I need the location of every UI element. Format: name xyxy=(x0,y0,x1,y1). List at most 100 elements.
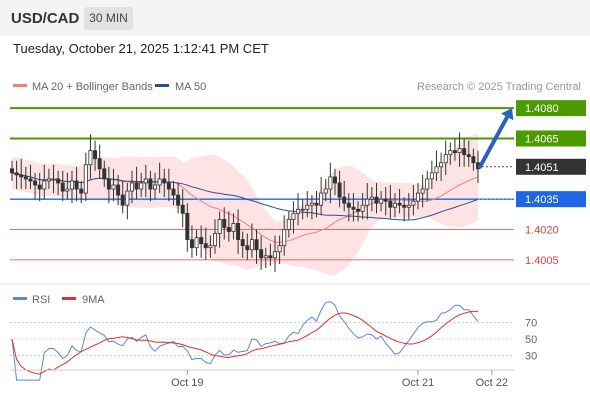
candle-down xyxy=(93,150,98,160)
candle-down xyxy=(236,223,241,241)
price-levels xyxy=(10,107,514,261)
candle-down xyxy=(342,196,347,204)
candle-up xyxy=(425,178,430,190)
rsi-line xyxy=(11,301,479,381)
rsi-tick-label: 50 xyxy=(525,334,537,346)
candle-down xyxy=(162,178,167,184)
candle-up xyxy=(406,204,411,208)
candle-up xyxy=(51,178,56,181)
candles xyxy=(9,132,480,272)
candle-down xyxy=(402,204,407,208)
rsi-ma-legend-label: 9MA xyxy=(82,294,105,306)
ma50-legend-swatch xyxy=(155,84,169,87)
rsi-tick-label: 70 xyxy=(525,318,537,330)
candle-up xyxy=(360,204,365,212)
candle-down xyxy=(79,188,84,194)
candle-up xyxy=(194,237,199,249)
pivot-label: 1.4035 xyxy=(525,194,559,206)
candle-up xyxy=(143,178,148,184)
candle-down xyxy=(120,194,125,206)
candle-down xyxy=(19,174,24,178)
x-tick-label: Oct 21 xyxy=(402,377,434,389)
candle-down xyxy=(245,245,250,251)
candle-up xyxy=(153,184,158,190)
candle-up xyxy=(217,218,222,234)
candle-down xyxy=(60,182,65,192)
candle-up xyxy=(65,188,70,192)
rsi-legend-swatch xyxy=(13,297,27,300)
candle-up xyxy=(416,192,421,202)
candle-up xyxy=(272,251,277,259)
candle-up xyxy=(429,172,434,180)
current-price-label: 1.4051 xyxy=(525,162,559,174)
chart-datetime: Tuesday, October 21, 2025 1:12:41 PM CET xyxy=(13,41,269,56)
candle-down xyxy=(106,178,111,190)
candle-up xyxy=(208,245,213,249)
timeframe-button[interactable]: 30 MIN xyxy=(84,7,133,30)
candle-down xyxy=(102,168,107,180)
candle-down xyxy=(148,178,153,190)
resistance-label-box xyxy=(516,130,586,147)
candle-down xyxy=(337,182,342,198)
rsi-ma-line xyxy=(11,310,479,375)
candle-down xyxy=(74,180,79,190)
candle-down xyxy=(462,148,467,156)
current-price-box xyxy=(516,158,586,175)
x-tick-label: Oct 22 xyxy=(476,377,508,389)
resistance-label: 1.4065 xyxy=(525,133,559,145)
candle-down xyxy=(397,202,402,206)
candle-up xyxy=(369,196,374,200)
price-legend: MA 20 + Bollinger Bands MA 50 Research ©… xyxy=(13,81,581,93)
candle-up xyxy=(83,164,88,194)
candle-down xyxy=(383,198,388,202)
ma20-legend-label: MA 20 + Bollinger Bands xyxy=(32,81,153,93)
candle-up xyxy=(139,182,144,190)
projection-arrow xyxy=(478,108,514,169)
candle-up xyxy=(434,166,439,174)
candle-up xyxy=(439,162,444,168)
candle-down xyxy=(28,178,33,182)
rsi-panel: 70 50 30 xyxy=(10,301,537,381)
candle-up xyxy=(379,198,384,204)
projection-arrow-head xyxy=(501,108,514,121)
candle-up xyxy=(323,188,328,194)
candle-up xyxy=(443,154,448,164)
candle-down xyxy=(346,202,351,208)
resistance-label: 1.4080 xyxy=(525,103,559,115)
candle-up xyxy=(125,190,130,206)
candle-up xyxy=(300,208,305,211)
ma50-line xyxy=(11,172,479,221)
candle-down xyxy=(374,196,379,204)
candle-down xyxy=(452,150,457,154)
candle-down xyxy=(356,208,361,212)
x-tick-label: Oct 19 xyxy=(171,377,203,389)
candle-up xyxy=(213,233,218,247)
candle-down xyxy=(171,188,176,196)
candle-down xyxy=(37,184,42,190)
ma20-legend-swatch xyxy=(13,84,27,87)
candle-up xyxy=(231,223,236,232)
candle-up xyxy=(69,180,74,190)
candle-down xyxy=(254,239,259,251)
moving-averages xyxy=(11,172,514,244)
candle-up xyxy=(129,182,134,192)
candle-up xyxy=(157,178,162,186)
candle-down xyxy=(466,154,471,158)
rsi-legend: RSI 9MA xyxy=(13,294,105,306)
top-bar: USD/CAD 30 MIN xyxy=(0,0,590,36)
candle-up xyxy=(282,229,287,247)
candle-up xyxy=(296,208,301,214)
candle-down xyxy=(203,243,208,249)
candle-up xyxy=(319,192,324,206)
candle-down xyxy=(176,194,181,206)
candle-down xyxy=(14,172,19,176)
candle-down xyxy=(199,237,204,245)
candle-up xyxy=(305,204,310,210)
projection-arrow-shaft xyxy=(478,114,510,169)
candle-up xyxy=(88,150,93,166)
candle-up xyxy=(291,212,296,220)
candle-down xyxy=(134,182,139,190)
candle-down xyxy=(180,204,185,214)
bollinger-band-fill xyxy=(12,134,478,276)
